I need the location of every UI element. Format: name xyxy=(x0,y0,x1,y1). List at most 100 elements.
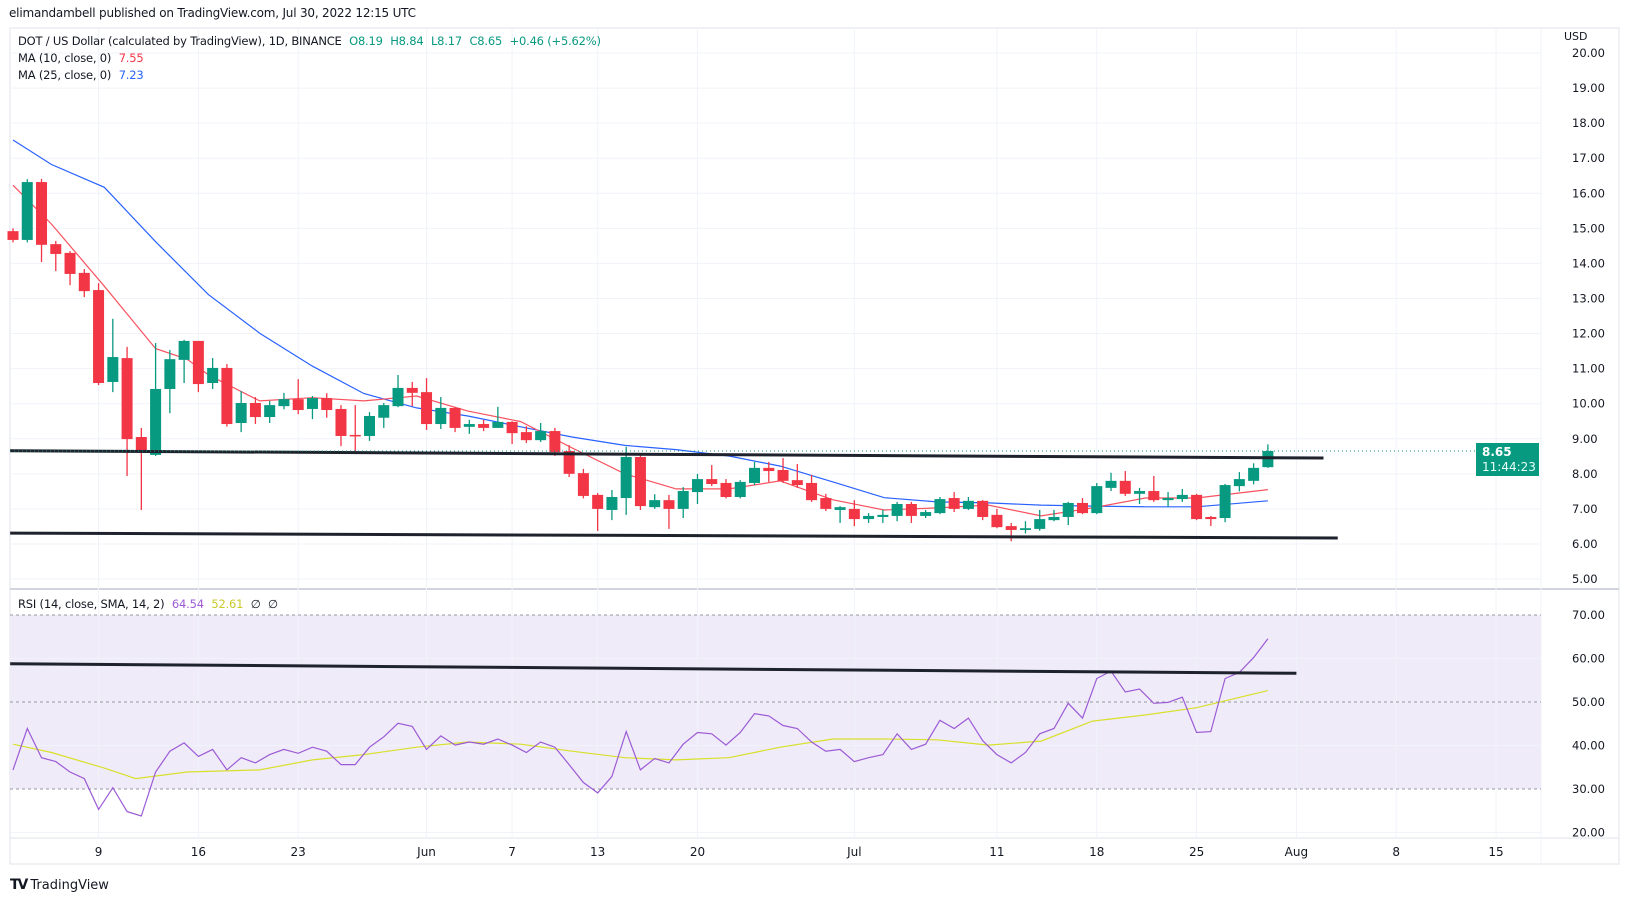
candle-down xyxy=(1119,480,1131,494)
candle-down xyxy=(848,508,860,520)
candle-down xyxy=(634,457,646,507)
candle-up xyxy=(606,496,618,510)
candle-up xyxy=(834,507,846,510)
price-tick-label: 14.00 xyxy=(1572,256,1605,270)
price-tick-label: 13.00 xyxy=(1572,291,1605,305)
trendline[interactable] xyxy=(9,449,1324,460)
x-tick-label: 23 xyxy=(291,845,306,859)
candle-down xyxy=(64,252,76,274)
rsi-label: RSI (14, close, SMA, 14, 2) xyxy=(18,597,165,611)
chart-frame xyxy=(9,27,1620,865)
x-tick-label: 9 xyxy=(95,845,103,859)
candle-down xyxy=(406,387,418,393)
candle-down xyxy=(520,432,532,441)
candle-up xyxy=(920,512,932,516)
rsi-tick-label: 60.00 xyxy=(1572,652,1605,666)
candle-down xyxy=(1077,502,1088,514)
candle-down xyxy=(1205,516,1217,520)
ohlc-low: L8.17 xyxy=(430,34,462,48)
last-price-badge: 8.65 11:44:23 xyxy=(1476,443,1539,476)
ohlc-open: O8.19 xyxy=(349,34,383,48)
ma10-value: 7.55 xyxy=(118,51,144,65)
candle-down xyxy=(321,398,333,411)
candle-down xyxy=(478,424,490,428)
candle-up xyxy=(1134,491,1146,494)
rsi-extra-2: ∅ xyxy=(268,597,278,611)
price-tick-label: 19.00 xyxy=(1572,81,1605,95)
symbol-title[interactable]: DOT / US Dollar (calculated by TradingVi… xyxy=(18,34,342,48)
price-tick-label: 12.00 xyxy=(1572,327,1605,341)
rsi-extra-1: ∅ xyxy=(250,597,261,611)
x-tick-label: 13 xyxy=(590,845,605,859)
price-tick-label: 16.00 xyxy=(1572,186,1605,200)
tradingview-logo[interactable]: TV TradingView xyxy=(10,877,109,893)
candle-up xyxy=(1105,480,1117,488)
rsi-trendline[interactable] xyxy=(10,662,1297,675)
candle-down xyxy=(663,500,675,509)
price-tick-label: 17.00 xyxy=(1572,151,1605,165)
rsi-legend[interactable]: RSI (14, close, SMA, 14, 2) 64.54 52.61 … xyxy=(18,597,282,611)
x-tick-label: 20 xyxy=(690,845,705,859)
ma10-legend[interactable]: MA (10, close, 0) 7.55 xyxy=(18,51,148,65)
candle-up xyxy=(749,467,761,483)
ma10-label: MA (10, close, 0) xyxy=(18,51,112,65)
x-tick-label: 18 xyxy=(1089,845,1104,859)
candle-down xyxy=(720,482,732,497)
candle-down xyxy=(806,482,818,501)
candle-up xyxy=(178,340,190,360)
candle-up xyxy=(306,398,318,409)
candle-up xyxy=(1162,498,1174,501)
rsi-value: 64.54 xyxy=(171,597,204,611)
candle-up xyxy=(691,479,703,493)
candle-up xyxy=(535,431,547,441)
candle-up xyxy=(934,499,946,514)
candle-down xyxy=(948,498,960,509)
candle-down xyxy=(249,402,261,418)
price-tick-label: 6.00 xyxy=(1572,537,1598,551)
candle-up xyxy=(649,500,661,508)
candle-down xyxy=(135,437,147,452)
rsi-tick-label: 50.00 xyxy=(1572,695,1605,709)
candle-up xyxy=(264,405,276,418)
candle-down xyxy=(905,504,917,516)
candle-down xyxy=(977,500,989,517)
candle-up xyxy=(378,405,390,418)
candle-up xyxy=(107,357,119,382)
price-tick-label: 9.00 xyxy=(1572,432,1598,446)
ohlc-close: C8.65 xyxy=(469,34,503,48)
candle-up xyxy=(962,500,974,509)
candle-down xyxy=(763,467,775,472)
rsi-tick-label: 30.00 xyxy=(1572,782,1605,796)
candle-up xyxy=(677,491,689,509)
ma25-value: 7.23 xyxy=(118,68,144,82)
candle-down xyxy=(221,367,233,425)
candle-down xyxy=(349,434,361,437)
candle-up xyxy=(150,388,162,455)
price-tick-label: 10.00 xyxy=(1572,397,1605,411)
candle-down xyxy=(449,407,461,428)
candle-up xyxy=(1248,467,1260,481)
candle-down xyxy=(506,421,518,434)
candle-down xyxy=(292,399,304,411)
trendline[interactable] xyxy=(10,531,1338,540)
rsi-sma-line xyxy=(12,690,1269,780)
candle-down xyxy=(706,479,718,485)
price-tick-label: 8.00 xyxy=(1572,467,1598,481)
ma25-legend[interactable]: MA (25, close, 0) 7.23 xyxy=(18,68,148,82)
x-tick-label: 16 xyxy=(191,845,206,859)
x-tick-label: 11 xyxy=(989,845,1004,859)
candle-up xyxy=(392,387,404,407)
candle-up xyxy=(1091,486,1103,514)
ma10-line xyxy=(12,184,1268,517)
candle-up xyxy=(734,481,746,497)
price-tick-label: 11.00 xyxy=(1572,362,1605,376)
last-price-value: 8.65 xyxy=(1482,445,1512,459)
candle-down xyxy=(93,290,105,384)
candle-up xyxy=(1176,494,1188,500)
candle-down xyxy=(192,340,204,385)
candle-up xyxy=(235,402,247,423)
candle-up xyxy=(492,421,504,428)
tradingview-logo-text: TradingView xyxy=(30,877,109,893)
candle-down xyxy=(577,473,589,496)
